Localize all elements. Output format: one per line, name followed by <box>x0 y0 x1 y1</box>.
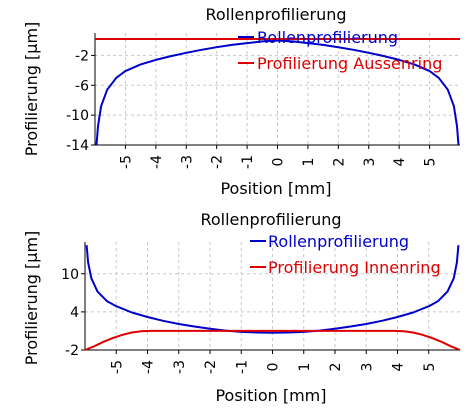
chart-1-x-axis-label: Position [mm] <box>220 179 331 198</box>
chart-2-x-tick-label: -2 <box>203 360 219 374</box>
chart-2-title: Rollenprofilierung <box>200 210 341 229</box>
chart-2-y-axis-label: Profilierung [µm] <box>22 231 41 366</box>
chart-1-x-ticks: -5 -4 -3 -2 -1 0 1 2 3 4 5 <box>118 155 438 169</box>
chart-2-x-tick-label: 2 <box>328 363 344 372</box>
chart-2-x-tick-label: 5 <box>422 363 438 372</box>
chart-1-legend: Rollenprofilierung Profilierung Aussenri… <box>238 28 442 73</box>
chart-2-x-tick-label: -3 <box>172 360 188 374</box>
chart-1-x-tick-label: 3 <box>362 158 378 167</box>
chart-1-x-tick-label: -1 <box>240 155 256 169</box>
chart-1-series <box>95 38 460 146</box>
chart-2-legend-label-1: Rollenprofilierung <box>268 232 409 251</box>
chart-1-y-tick-label: -14 <box>66 138 89 154</box>
chart-2-series <box>84 245 461 351</box>
chart-1-x-tick-label: -5 <box>118 155 134 169</box>
chart-2-legend-label-2: Profilierung Innenring <box>268 258 441 277</box>
chart-2-x-tick-label: -5 <box>109 360 125 374</box>
chart-2-x-tick-label: 1 <box>297 363 313 372</box>
chart-1-x-tick-label: 4 <box>392 157 408 166</box>
chart-1-x-tick-label: -4 <box>149 155 165 169</box>
chart-1-legend-label-1: Rollenprofilierung <box>257 28 398 47</box>
chart-1-y-axis-label: Profilierung [µm] <box>22 22 41 157</box>
chart-2-y-ticks: 10 4 -2 <box>61 267 79 359</box>
chart-1-x-tick-label: 1 <box>301 158 317 167</box>
chart-2-series-2-line <box>84 329 461 351</box>
chart-2-y-tick-label: 10 <box>61 267 79 283</box>
chart-2-axes <box>81 242 460 354</box>
chart-2-x-tick-label: -1 <box>234 360 250 374</box>
chart-1-x-tick-label: 0 <box>271 158 287 167</box>
chart-1: Rollenprofilierung -5 -4 -3 -2 -1 0 1 2 3 4 5 -2-6… <box>22 5 460 198</box>
chart-2-x-axis-label: Position [mm] <box>215 386 326 405</box>
chart-2: Rollenprofilierung -5 -4 -3 -2 -1 0 1 2 3 4 5 104-… <box>22 210 461 405</box>
chart-2-x-tick-label: 4 <box>391 362 407 371</box>
chart-1-y-tick-label: -10 <box>66 108 89 124</box>
chart-1-y-tick-label: -6 <box>75 78 89 94</box>
chart-2-series-1-line <box>85 245 460 334</box>
chart-2-x-tick-label: 3 <box>359 363 375 372</box>
chart-1-x-tick-label: -2 <box>210 155 226 169</box>
chart-2-x-ticks: -5 -4 -3 -2 -1 0 1 2 3 4 5 <box>109 360 438 374</box>
chart-1-grid <box>95 33 460 146</box>
chart-1-axes <box>91 33 460 149</box>
chart-2-x-tick-label: 0 <box>266 363 282 372</box>
chart-2-y-tick-label: 4 <box>70 305 79 321</box>
chart-1-x-tick-label: 2 <box>331 158 347 167</box>
chart-1-series-1-line <box>95 39 460 146</box>
chart-1-y-ticks: -2 -6 -10 -14 <box>66 48 89 154</box>
chart-1-x-tick-label: 5 <box>423 158 439 167</box>
chart-2-y-tick-label: -2 <box>65 343 79 359</box>
chart-1-legend-label-2: Profilierung Aussenring <box>257 54 442 73</box>
chart-1-y-tick-label: -2 <box>75 48 89 64</box>
chart-2-legend: Rollenprofilierung Profilierung Innenrin… <box>250 232 441 277</box>
chart-2-x-tick-label: -4 <box>141 360 157 374</box>
chart-1-x-tick-label: -3 <box>179 155 195 169</box>
chart-1-title: Rollenprofilierung <box>205 5 346 24</box>
